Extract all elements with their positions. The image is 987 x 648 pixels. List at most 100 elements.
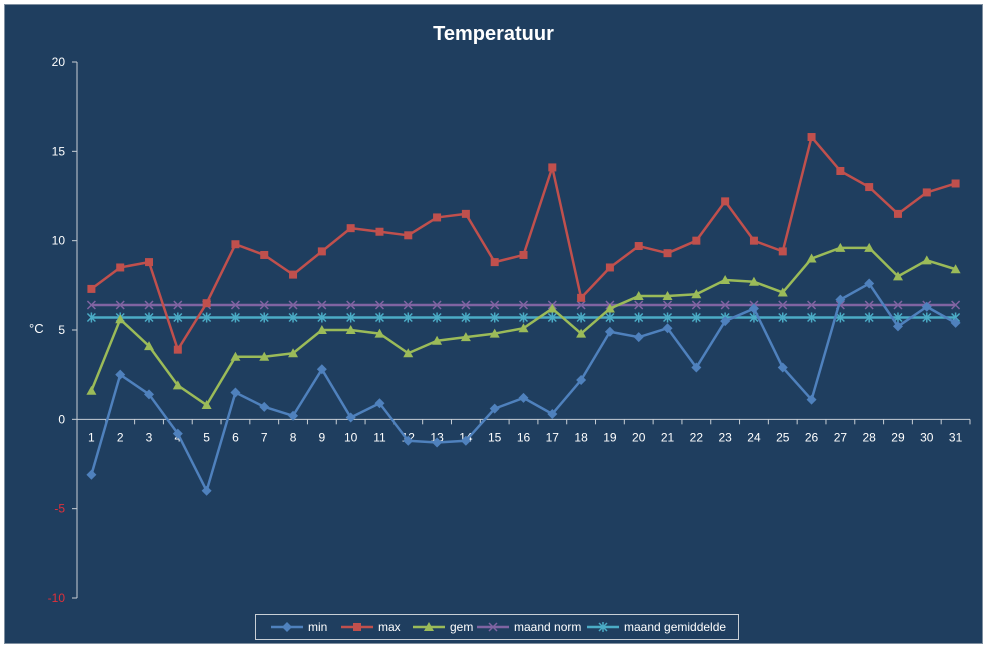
data-point-max <box>663 249 672 258</box>
data-point-gem <box>403 348 414 358</box>
data-point-max <box>87 284 96 293</box>
legend-swatch-maand-gemiddelde <box>587 622 619 632</box>
data-point-maand-norm <box>374 300 384 310</box>
x-tick-label: 27 <box>834 430 848 444</box>
data-point-gem <box>748 276 759 286</box>
data-point-max <box>461 209 470 218</box>
data-point-gem <box>720 274 731 284</box>
data-point-min <box>777 362 788 373</box>
y-tick-label: 0 <box>58 412 65 426</box>
x-tick-label: 11 <box>373 430 386 444</box>
data-point-min <box>662 323 673 334</box>
data-point-max <box>721 197 730 206</box>
legend-swatch-min <box>271 622 303 632</box>
data-point-max <box>778 247 787 256</box>
data-point-maand-norm <box>317 300 327 310</box>
data-point-maand-norm <box>432 300 442 310</box>
data-point-maand-gemiddelde <box>835 312 845 323</box>
data-point-maand-gemiddelde <box>202 312 212 323</box>
data-point-max <box>317 247 326 256</box>
data-point-gem <box>518 323 529 333</box>
data-point-maand-gemiddelde <box>922 312 932 323</box>
x-tick-label: 21 <box>661 430 675 444</box>
data-point-min <box>288 410 299 421</box>
data-point-gem <box>172 380 183 390</box>
data-point-maand-norm <box>893 300 903 310</box>
x-tick-label: 30 <box>920 430 934 444</box>
legend-marker-gem <box>424 622 434 631</box>
data-point-max <box>749 236 758 245</box>
legend-swatch-maand-norm <box>477 622 509 632</box>
data-point-min <box>316 364 327 375</box>
data-point-maand-norm <box>951 300 961 310</box>
y-tick-label: 10 <box>52 234 66 248</box>
data-point-maand-gemiddelde <box>490 312 500 323</box>
data-point-maand-gemiddelde <box>259 312 269 323</box>
data-point-max <box>346 224 355 233</box>
data-point-gem <box>806 253 817 263</box>
x-tick-label: 28 <box>862 430 876 444</box>
series-min <box>86 278 961 496</box>
data-point-gem <box>86 385 97 395</box>
x-tick-label: 7 <box>261 430 268 444</box>
legend-label: min <box>308 620 328 634</box>
data-point-gem <box>633 291 644 301</box>
legend-item-maand-gemiddelde: maand gemiddelde <box>586 615 726 639</box>
data-point-maand-gemiddelde <box>173 312 183 323</box>
data-point-min <box>144 389 155 400</box>
data-point-max <box>231 240 240 249</box>
data-point-gem <box>950 264 961 274</box>
x-tick-label: 20 <box>632 430 646 444</box>
data-point-min <box>835 294 846 305</box>
data-point-min <box>374 398 385 409</box>
data-point-maand-norm <box>778 300 788 310</box>
data-point-max <box>577 293 586 302</box>
data-point-max <box>202 299 211 308</box>
data-point-max <box>692 236 701 245</box>
series-maand-gemiddelde <box>86 312 961 323</box>
data-point-max <box>116 263 125 272</box>
legend-label: maand norm <box>514 620 582 634</box>
data-point-maand-gemiddelde <box>432 312 442 323</box>
legend-marker-maand-norm <box>488 622 498 632</box>
data-point-max <box>260 250 269 259</box>
data-point-gem <box>201 400 212 410</box>
data-point-min <box>230 387 241 398</box>
x-tick-label: 17 <box>546 430 560 444</box>
x-tick-label: 22 <box>690 430 704 444</box>
data-point-maand-gemiddelde <box>144 312 154 323</box>
data-point-gem <box>460 332 471 342</box>
data-point-maand-gemiddelde <box>807 312 817 323</box>
data-point-min <box>547 408 558 419</box>
data-point-min <box>633 332 644 343</box>
data-point-maand-gemiddelde <box>461 312 471 323</box>
data-point-min <box>720 316 731 327</box>
x-tick-label: 18 <box>574 430 588 444</box>
data-point-maand-gemiddelde <box>547 312 557 323</box>
data-point-min <box>403 435 414 446</box>
x-tick-label: 16 <box>517 430 531 444</box>
data-point-max <box>951 179 960 188</box>
data-point-gem <box>345 325 356 334</box>
x-tick-label: 23 <box>718 430 732 444</box>
data-point-gem <box>604 303 615 313</box>
data-point-gem <box>892 271 903 281</box>
data-point-gem <box>921 255 932 265</box>
data-point-maand-norm <box>115 300 125 310</box>
data-point-min <box>518 392 529 403</box>
data-point-maand-gemiddelde <box>86 312 96 323</box>
data-point-maand-gemiddelde <box>374 312 384 323</box>
legend-marker-max <box>353 623 361 631</box>
data-point-min <box>115 369 126 380</box>
data-point-maand-norm <box>346 300 356 310</box>
data-point-maand-norm <box>518 300 529 310</box>
data-point-maand-gemiddelde <box>230 312 240 323</box>
data-point-max <box>404 231 413 240</box>
y-axis-label: °C <box>29 321 44 336</box>
data-point-maand-gemiddelde <box>864 312 874 323</box>
data-point-maand-gemiddelde <box>605 312 615 323</box>
x-tick-label: 1 <box>88 430 95 444</box>
data-point-max <box>490 258 499 267</box>
data-point-max <box>605 263 614 272</box>
legend-label: gem <box>450 620 474 634</box>
